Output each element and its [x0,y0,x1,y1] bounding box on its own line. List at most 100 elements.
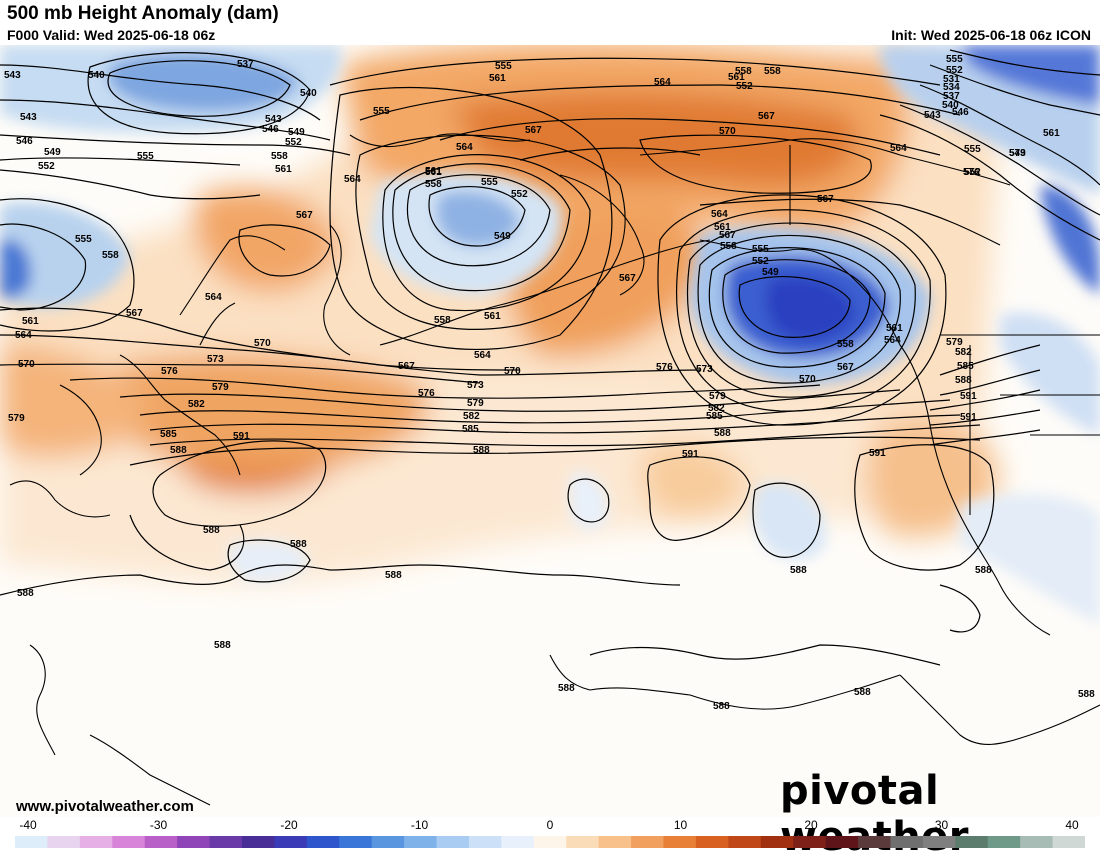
contour-label: 537 [237,59,254,70]
contour-label: 573 [696,364,713,375]
contour-label: 582 [708,403,725,414]
contour-label: 561 [425,167,442,178]
contour-label: 561 [22,316,39,327]
website-url: www.pivotalweather.com [16,798,194,815]
contour-label: 570 [719,126,736,137]
anomaly-map: 543 540 537 540 543 543 546 549 552 546 … [0,45,1100,817]
contour-label: 588 [790,565,807,576]
contour-label: 564 [474,350,491,361]
contour-label: 585 [462,424,479,435]
contour-label: 579 [467,398,484,409]
contour-label: 582 [188,399,205,410]
colorbar-swatch [209,836,243,848]
contour-label: 549 [762,267,779,278]
contour-label: 552 [946,65,963,76]
contour-label: 531 [943,74,960,85]
colorbar-swatch [1052,836,1085,848]
colorbar-swatch [47,836,81,848]
contour-label: 540 [88,70,105,81]
contour-label: 582 [955,347,972,358]
contour-label: 555 [495,61,512,72]
contour-label: 591 [960,391,977,402]
contour-labels: 543 540 537 540 543 543 546 549 552 546 … [4,54,1095,712]
colorbar-swatch [825,836,859,848]
colorbar-swatch [728,836,762,848]
contour-label: 591 [233,431,250,442]
contour-label: 576 [161,366,178,377]
colorbar-tick-label: -40 [19,818,37,832]
contour-label: 579 [8,413,25,424]
contour-label: 588 [17,588,34,599]
colorbar-tick-label: 0 [546,818,554,832]
colorbar-swatch [533,836,567,848]
contour-label: 555 [75,234,92,245]
colorbar-tick-label: 10 [673,818,688,832]
header: 500 mb Height Anomaly (dam) F000 Valid: … [0,0,1100,45]
contour-label: 540 [942,100,959,111]
contour-label: 549 [288,127,305,138]
contour-label: 564 [15,330,32,341]
contour-label: 558 [720,241,737,252]
contour-label: 579 [212,382,229,393]
contour-label: 567 [719,230,736,241]
contour-label: 567 [296,210,313,221]
contour-label: 561 [484,311,501,322]
colorbar-swatch [793,836,827,848]
contour-label: 558 [102,250,119,261]
contour-label: 588 [1078,689,1095,700]
contour-label: 588 [214,640,231,651]
colorbar-tick-label: 20 [804,818,818,832]
colorbar-swatch [598,836,632,848]
contour-label: 588 [290,539,307,550]
init-time: Init: Wed 2025-06-18 06z ICON [891,27,1091,43]
contour-label: 552 [736,81,753,92]
contour-label: 573 [467,380,484,391]
colorbar-swatch [695,836,729,848]
colorbar-swatch [144,836,178,848]
contour-label: 555 [137,151,154,162]
contour-label: 585 [957,361,974,372]
contour-label: 552 [964,167,981,178]
coastlines [9,133,1100,806]
colorbar-swatch [436,836,470,848]
contour-label: 588 [713,701,730,712]
colorbar-swatch [468,836,502,848]
contour-label: 561 [886,323,903,334]
contour-label: 588 [714,428,731,439]
contour-label: 558 [425,179,442,190]
map-title: 500 mb Height Anomaly (dam) [7,3,279,24]
contour-label: 573 [207,354,224,365]
contour-label: 561 [728,72,745,83]
contour-label: 546 [262,124,279,135]
contour-label: 558 [271,151,288,162]
contour-label: 567 [525,125,542,136]
colorbar-swatch [79,836,113,848]
contour-label: 564 [344,174,361,185]
map-canvas: 543 540 537 540 543 543 546 549 552 546 … [0,45,1100,817]
colorbar-tick-label: -10 [410,818,429,832]
contour-label: 564 [890,143,907,154]
colorbar-swatch [404,836,438,848]
colorbar-swatch [339,836,373,848]
colorbar-swatch [566,836,600,848]
colorbar-swatch [663,836,697,848]
colorbar-tick-label: 30 [934,818,949,832]
contour-label: 567 [619,273,636,284]
contour-label: 549 [494,231,511,242]
contour-label: 561 [489,73,506,84]
contour-label: 576 [656,362,673,373]
contour-label: 567 [817,194,834,205]
colorbar-swatch [274,836,308,848]
colorbar: -40 -30 -20 -10 0 10 20 30 40 [15,818,1085,850]
contour-label: 543 [4,70,21,81]
colorbar-tick-label: -20 [280,818,298,832]
colorbar-gradient [15,836,1085,848]
contour-label: 561 [1043,128,1060,139]
colorbar-swatch [858,836,892,848]
contour-label: 591 [960,412,977,423]
anomaly-shading [0,45,1100,817]
contour-label: 549 [44,147,61,158]
contour-label: 588 [955,375,972,386]
colorbar-swatch [987,836,1021,848]
contour-label: 564 [205,292,222,303]
